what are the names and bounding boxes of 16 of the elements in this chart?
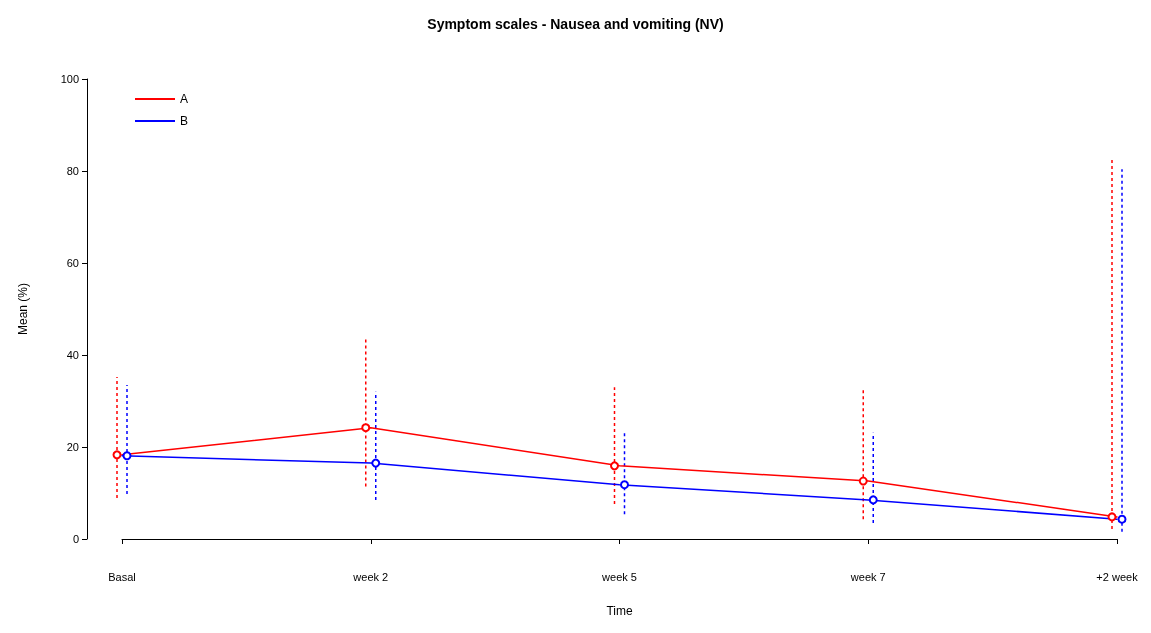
y-tick-label: 40: [66, 349, 79, 361]
y-axis-title: Mean (%): [16, 282, 30, 336]
x-tick-label: Basal: [108, 570, 136, 583]
y-tick-label: 100: [60, 73, 79, 85]
x-axis-title: Time: [606, 604, 633, 618]
x-tick-label: week 5: [601, 570, 637, 583]
x-tick-label: week 7: [849, 570, 886, 583]
y-tick-label: 0: [72, 533, 79, 545]
x-tick-label: +2 week: [1096, 570, 1139, 583]
y-tick-label: 80: [66, 165, 79, 177]
y-tick-label: 60: [66, 257, 79, 269]
chart-title: Symptom scales - Nausea and vomiting (NV): [427, 16, 724, 32]
legend-label: A: [180, 92, 189, 106]
legend-label: B: [180, 114, 189, 128]
x-tick-label: week 2: [352, 570, 389, 583]
y-tick-label: 20: [66, 441, 79, 453]
